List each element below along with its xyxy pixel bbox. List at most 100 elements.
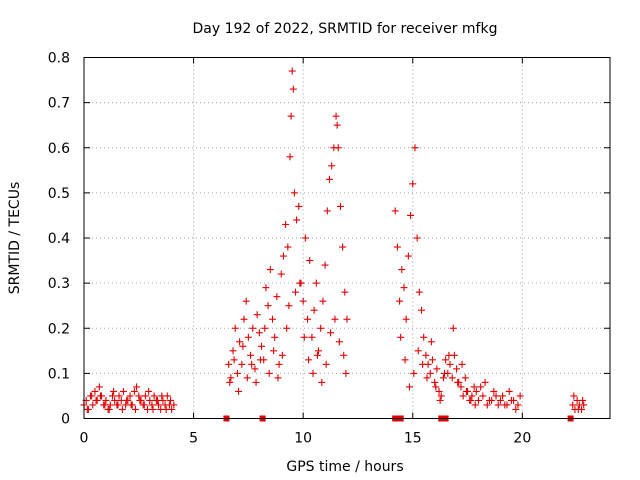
data-point: [426, 369, 434, 377]
data-point: [258, 342, 266, 350]
data-point: [273, 293, 281, 301]
data-point: [264, 302, 272, 310]
data-point: [230, 356, 238, 364]
data-point: [437, 392, 445, 400]
data-point: [485, 396, 493, 404]
data-point: [318, 378, 326, 386]
data-point: [317, 324, 325, 332]
data-point: [150, 392, 158, 400]
data-point: [400, 284, 408, 292]
data-point: [126, 392, 134, 400]
data-point: [428, 356, 436, 364]
data-point: [301, 234, 309, 242]
data-point: [244, 333, 252, 341]
y-tick-label: 0.6: [48, 141, 70, 157]
data-point: [278, 351, 286, 359]
data-point: [580, 401, 588, 409]
data-point: [110, 387, 118, 395]
data-point: [396, 297, 404, 305]
data-point: [477, 383, 485, 391]
data-point: [472, 387, 480, 395]
data-point: [514, 401, 522, 409]
data-point: [235, 387, 243, 395]
data-point: [459, 392, 467, 400]
data-point: [95, 383, 103, 391]
data-point: [340, 351, 348, 359]
data-point: [492, 392, 500, 400]
data-point: [233, 369, 241, 377]
data-point: [461, 374, 469, 382]
x-tick-label: 0: [80, 431, 89, 447]
data-point: [328, 162, 336, 170]
data-point: [296, 279, 304, 287]
data-point: [322, 360, 330, 368]
data-point: [251, 365, 259, 373]
data-point: [252, 378, 260, 386]
data-point: [262, 284, 270, 292]
y-axis-label: SRMTID / TECUs: [7, 182, 23, 295]
data-point: [414, 347, 422, 355]
data-point: [579, 396, 587, 404]
data-point: [277, 270, 285, 278]
data-point: [481, 378, 489, 386]
data-point: [141, 392, 149, 400]
data-point: [319, 297, 327, 305]
data-point: [83, 405, 91, 413]
data-point: [293, 216, 301, 224]
data-point: [149, 405, 157, 413]
y-tick-label: 0.5: [48, 186, 70, 202]
data-point: [420, 333, 428, 341]
data-point: [283, 324, 291, 332]
y-tick-label: 0.8: [48, 51, 70, 67]
data-point: [146, 396, 154, 404]
data-point: [467, 396, 475, 404]
data-point: [88, 392, 96, 400]
data-point: [111, 396, 119, 404]
data-point: [158, 392, 166, 400]
data-point: [569, 401, 577, 409]
x-axis-label: GPS time / hours: [286, 459, 403, 475]
data-point: [96, 392, 104, 400]
data-point: [242, 297, 250, 305]
data-point: [435, 387, 443, 395]
data-point: [295, 202, 303, 210]
data-point: [123, 396, 131, 404]
data-point: [422, 351, 430, 359]
data-point: [265, 369, 273, 377]
data-point: [499, 392, 507, 400]
data-point: [170, 401, 178, 409]
data-point: [327, 329, 335, 337]
data-point: [507, 396, 515, 404]
data-point: [136, 396, 144, 404]
axis-ticks: 0 5 10 15 20 0 0.1 0.2 0.3 0.4 0.5 0.6 0.7 0.8: [48, 51, 610, 447]
data-point: [401, 356, 409, 364]
data-point: [471, 401, 479, 409]
data-point: [332, 112, 340, 120]
data-point: [402, 315, 410, 323]
data-point: [231, 324, 239, 332]
plot-frame: [83, 57, 611, 419]
grid-lines: [84, 57, 610, 419]
data-point: [413, 234, 421, 242]
data-point: [148, 401, 156, 409]
data-point: [253, 311, 261, 319]
data-point: [155, 401, 163, 409]
data-point: [393, 243, 401, 251]
chart-title: Day 192 of 2022, SRMTID for receiver mfk…: [193, 21, 498, 37]
y-tick-label: 0.2: [48, 321, 70, 337]
data-point: [261, 324, 269, 332]
data-point: [271, 333, 279, 341]
data-point: [436, 396, 444, 404]
data-point: [282, 220, 290, 228]
data-point: [407, 211, 415, 219]
data-point: [341, 288, 349, 296]
data-points: [80, 67, 588, 422]
data-point: [225, 360, 233, 368]
data-point: [404, 252, 412, 260]
data-point: [479, 392, 487, 400]
data-point: [312, 279, 320, 287]
data-point: [483, 401, 491, 409]
data-point: [243, 374, 251, 382]
data-point: [410, 369, 418, 377]
data-point: [334, 144, 342, 152]
